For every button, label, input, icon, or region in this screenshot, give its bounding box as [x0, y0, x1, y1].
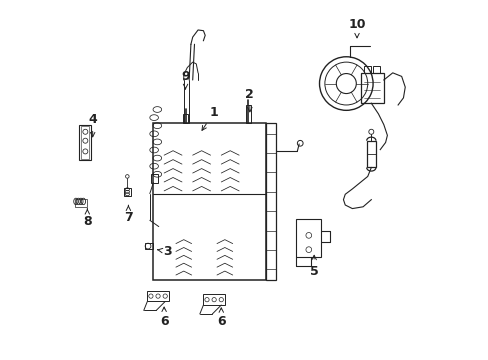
Text: 6: 6	[160, 307, 168, 328]
Bar	[265, 123, 275, 280]
Text: 5: 5	[309, 255, 318, 278]
Bar	[81, 126, 89, 158]
Text: 4: 4	[88, 113, 97, 137]
Bar	[183, 114, 188, 123]
Text: 3: 3	[157, 245, 172, 258]
Text: 7: 7	[124, 206, 133, 224]
Bar	[296, 219, 321, 257]
Bar	[360, 73, 383, 103]
Text: 2: 2	[245, 88, 254, 112]
Bar	[364, 66, 370, 73]
Bar	[372, 66, 380, 73]
Bar	[124, 188, 130, 196]
Bar	[366, 141, 375, 167]
Bar	[245, 105, 250, 123]
Text: 8: 8	[83, 209, 91, 228]
Bar	[203, 294, 224, 305]
Bar	[80, 125, 91, 160]
Text: 9: 9	[181, 70, 189, 89]
Bar	[153, 123, 265, 280]
Bar	[145, 243, 153, 249]
Bar	[75, 199, 87, 207]
Bar	[147, 291, 168, 301]
Bar	[150, 174, 157, 183]
Text: 1: 1	[202, 105, 218, 130]
Text: 6: 6	[217, 308, 225, 328]
Text: 10: 10	[347, 18, 365, 38]
